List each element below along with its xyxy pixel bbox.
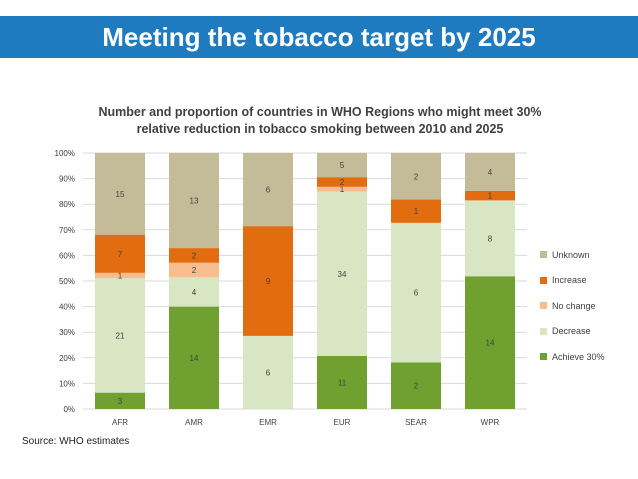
data-label: 2 — [340, 178, 345, 187]
legend-swatch — [540, 353, 547, 360]
bar-segment-wpr-decrease — [465, 200, 515, 277]
data-label: 8 — [488, 234, 493, 243]
data-label: 34 — [338, 270, 347, 279]
source-note: Source: WHO estimates — [22, 436, 130, 447]
bar-segment-eur-achieve — [317, 355, 367, 409]
y-tick-label: 80% — [59, 200, 75, 209]
chart-title: Number and proportion of countries in WH… — [98, 105, 542, 136]
slide-title: Meeting the tobacco target by 2025 — [102, 22, 536, 52]
y-tick-label: 100% — [55, 149, 75, 158]
bar-segment-amr-increase — [169, 248, 219, 263]
data-label: 4 — [488, 168, 493, 177]
data-label: 1 — [488, 192, 493, 201]
data-label: 1 — [118, 272, 123, 281]
bar-segment-eur-decrease — [317, 191, 367, 356]
data-label: 2 — [192, 266, 197, 275]
x-tick-label: SEAR — [405, 418, 427, 427]
bar-segment-afr-no-change — [95, 272, 145, 279]
data-label: 2 — [414, 382, 419, 391]
bar-segment-wpr-unknown — [465, 153, 515, 191]
data-label: 2 — [192, 251, 197, 260]
bar-segment-amr-decrease — [169, 277, 219, 307]
data-label: 9 — [266, 277, 271, 286]
bar-segment-emr-unknown — [243, 153, 293, 227]
data-label: 13 — [190, 197, 199, 206]
bar-segment-afr-decrease — [95, 278, 145, 393]
y-tick-label: 20% — [59, 354, 75, 363]
y-tick-label: 10% — [59, 379, 75, 388]
legend-item: No change — [540, 297, 605, 314]
data-label: 14 — [486, 339, 495, 348]
title-banner: Meeting the tobacco target by 2025 — [0, 16, 638, 58]
legend-swatch — [540, 327, 547, 335]
legend-item: Achieve 30% — [540, 348, 605, 365]
y-tick-label: 0% — [63, 405, 75, 414]
legend-label: Increase — [552, 275, 587, 285]
y-tick-label: 90% — [59, 175, 75, 184]
bar-segment-afr-increase — [95, 234, 145, 273]
chart-legend: Unknown Increase No change Decrease Achieve … — [540, 246, 605, 374]
bar-segment-wpr-achieve — [465, 276, 515, 409]
legend-item: Decrease — [540, 323, 605, 340]
bar-segment-amr-unknown — [169, 153, 219, 249]
x-tick-label: AMR — [185, 418, 203, 427]
x-tick-label: WPR — [481, 418, 500, 427]
data-label: 3 — [118, 397, 123, 406]
data-label: 21 — [116, 331, 125, 340]
data-label: 6 — [414, 289, 419, 298]
x-tick-label: AFR — [112, 418, 128, 427]
data-label: 6 — [266, 368, 271, 377]
legend-item: Unknown — [540, 246, 605, 263]
bar-segment-eur-unknown — [317, 153, 367, 178]
data-label: 2 — [414, 172, 419, 181]
data-label: 15 — [116, 190, 125, 199]
bar-segment-amr-no-change — [169, 262, 219, 278]
bar-segment-sear-decrease — [391, 222, 441, 363]
legend-label: No change — [552, 300, 596, 311]
legend-label: Decrease — [552, 326, 591, 336]
bar-segment-emr-increase — [243, 226, 293, 336]
bar-segment-wpr-increase — [465, 190, 515, 201]
legend-swatch — [540, 302, 547, 309]
x-tick-label: EMR — [259, 418, 277, 427]
data-label: 7 — [118, 250, 123, 259]
bar-segment-emr-decrease — [243, 335, 293, 409]
bar-segment-sear-achieve — [391, 362, 441, 409]
data-label: 4 — [192, 288, 197, 297]
y-tick-label: 30% — [59, 328, 75, 337]
bar-segment-sear-increase — [391, 199, 441, 223]
bar-segment-eur-no-change — [317, 186, 367, 192]
data-label: 11 — [338, 378, 347, 387]
legend-item: Increase — [540, 272, 605, 289]
bar-segment-afr-achieve — [95, 392, 145, 409]
data-label: 14 — [190, 354, 199, 363]
legend-label: Unknown — [552, 249, 590, 260]
bar-segment-eur-increase — [317, 177, 367, 187]
data-label: 1 — [340, 185, 345, 194]
y-tick-label: 50% — [59, 277, 75, 286]
y-tick-label: 40% — [59, 303, 75, 312]
legend-swatch — [540, 251, 547, 258]
bar-segment-sear-unknown — [391, 153, 441, 200]
bar-segment-amr-achieve — [169, 306, 219, 409]
y-tick-label: 70% — [59, 226, 75, 235]
data-label: 1 — [414, 207, 419, 216]
bar-segment-afr-unknown — [95, 153, 145, 235]
legend-swatch — [540, 276, 547, 284]
x-tick-label: EUR — [334, 418, 351, 427]
legend-label: Achieve 30% — [552, 351, 605, 362]
data-label: 5 — [340, 161, 345, 170]
y-tick-label: 60% — [59, 251, 75, 260]
data-label: 6 — [266, 186, 271, 195]
